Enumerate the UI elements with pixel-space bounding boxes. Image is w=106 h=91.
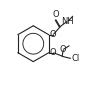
Text: Cl: Cl bbox=[72, 54, 80, 63]
Text: O: O bbox=[60, 45, 66, 54]
Text: O: O bbox=[50, 30, 57, 39]
Text: O: O bbox=[53, 10, 59, 19]
Text: O: O bbox=[50, 48, 57, 57]
Text: NH: NH bbox=[61, 17, 74, 26]
